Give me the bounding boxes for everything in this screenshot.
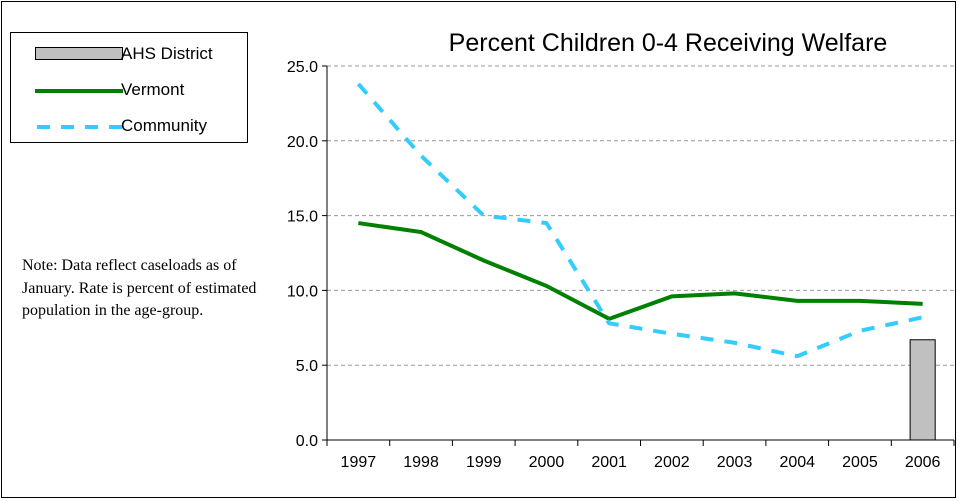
y-tick-label: 20.0: [287, 134, 318, 151]
chart-note: Note: Data reflect caseloads as of Janua…: [22, 257, 257, 319]
legend-swatch-dashed-line: [37, 125, 123, 129]
x-tick-label: 2004: [779, 454, 815, 471]
bars: [909, 339, 936, 441]
legend-label: Community: [121, 116, 207, 135]
legend-label: Vermont: [121, 80, 185, 99]
chart-title: Percent Children 0-4 Receiving Welfare: [448, 29, 888, 57]
legend-item-community: Community: [11, 111, 247, 141]
y-tick-label: 5.0: [296, 358, 318, 375]
series-line-community: [356, 82, 924, 359]
series-line-vermont: [358, 221, 923, 322]
bar: [909, 339, 936, 441]
x-tick-label: 2000: [529, 454, 565, 471]
y-tick-label: 25.0: [287, 59, 318, 76]
y-tick-label: 0.0: [296, 433, 318, 450]
x-tick-label: 1998: [403, 454, 439, 471]
gridlines: [327, 65, 954, 366]
series-lines: [356, 82, 924, 359]
x-tick-label: 2002: [654, 454, 690, 471]
y-tick-label: 10.0: [287, 283, 318, 300]
y-tick-label: 15.0: [287, 209, 318, 226]
legend-label: AHS District: [121, 44, 213, 63]
legend-item-vermont: Vermont: [11, 75, 247, 105]
x-tick-label: 2003: [717, 454, 753, 471]
legend-item-ahs-district: AHS District: [11, 39, 247, 69]
legend: AHS District Vermont Community: [10, 32, 248, 143]
tick-labels: 0.0 5.0 10.0 15.0 20.0 25.0 1997 1998 1999 2000 20…: [287, 59, 941, 471]
axes: [322, 65, 955, 446]
x-tick-label: 2006: [905, 454, 941, 471]
x-tick-label: 1997: [341, 454, 377, 471]
x-tick-label: 2001: [591, 454, 627, 471]
legend-swatch-bar: [35, 47, 123, 60]
x-tick-label: 2005: [842, 454, 878, 471]
legend-swatch-solid-line: [35, 89, 123, 93]
x-tick-label: 1999: [466, 454, 502, 471]
